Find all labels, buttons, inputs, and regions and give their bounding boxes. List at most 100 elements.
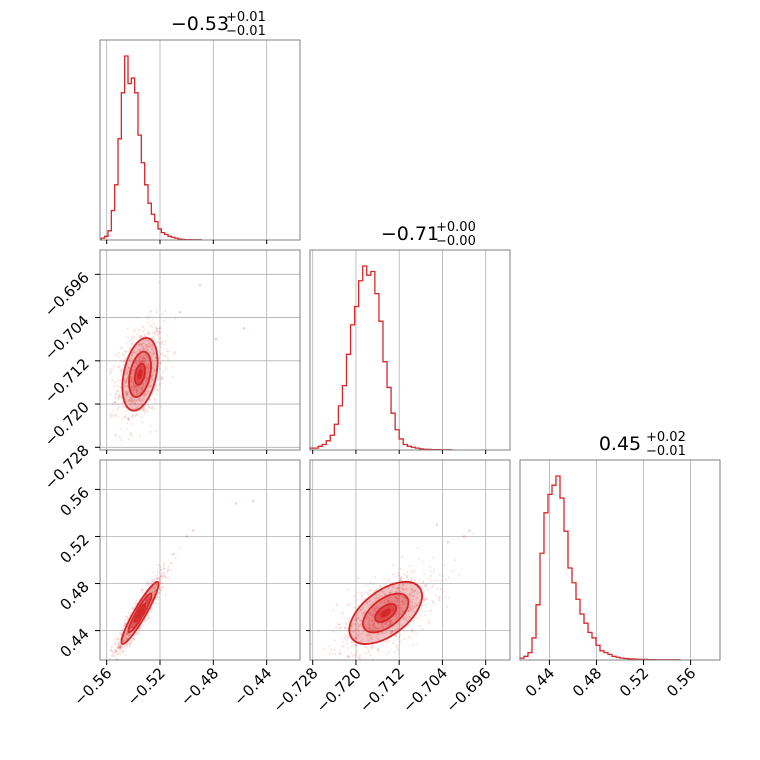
- sample-point: [138, 360, 141, 363]
- sample-point: [130, 625, 134, 628]
- sample-point: [109, 393, 112, 396]
- sample-point: [131, 624, 134, 627]
- sample-point: [379, 595, 382, 598]
- sample-point: [347, 655, 350, 658]
- sample-point: [402, 617, 405, 621]
- sample-point: [145, 409, 148, 412]
- sample-point: [409, 637, 413, 640]
- sample-point: [154, 585, 157, 588]
- sample-point: [158, 587, 161, 590]
- sample-point: [135, 407, 138, 410]
- sample-point: [335, 602, 338, 605]
- title-lower-error: −0.01: [226, 24, 266, 39]
- y-tick-label: 0.56: [56, 484, 92, 520]
- sample-point: [396, 628, 399, 631]
- sample-point: [140, 360, 143, 363]
- sample-point: [364, 623, 367, 626]
- sample-point: [125, 637, 128, 640]
- sample-point: [369, 634, 372, 637]
- sample-point: [118, 642, 121, 645]
- sample-point: [338, 622, 342, 626]
- sample-point: [146, 354, 149, 358]
- sample-point: [155, 327, 158, 331]
- sample-point: [133, 384, 136, 387]
- sample-point: [410, 587, 413, 590]
- sample-point: [372, 610, 375, 613]
- sample-point: [368, 622, 371, 625]
- sample-point: [138, 349, 142, 352]
- sample-point: [405, 576, 409, 579]
- sample-point: [142, 386, 145, 389]
- sample-point: [131, 625, 134, 628]
- sample-point: [359, 619, 362, 622]
- sample-point: [367, 612, 370, 615]
- sample-point: [125, 409, 128, 412]
- sample-point: [144, 348, 147, 351]
- sample-point: [146, 363, 149, 366]
- sample-point: [148, 343, 151, 346]
- sample-point: [144, 392, 147, 395]
- sample-point: [398, 594, 402, 597]
- sample-point: [394, 634, 398, 637]
- sample-point: [130, 388, 134, 391]
- sample-point: [136, 410, 139, 414]
- sample-point: [140, 387, 144, 390]
- sample-point: [362, 598, 365, 601]
- sample-point: [137, 335, 140, 339]
- sample-point: [114, 393, 117, 396]
- sample-point: [398, 598, 401, 601]
- sample-point: [152, 591, 155, 594]
- sample-point: [131, 370, 134, 374]
- sample-point: [358, 636, 361, 639]
- sample-point: [147, 344, 150, 348]
- sample-point: [400, 601, 404, 604]
- sample-point: [395, 646, 398, 649]
- sample-point: [412, 589, 416, 592]
- sample-point: [126, 393, 129, 396]
- sample-point: [113, 639, 116, 642]
- sample-point: [139, 396, 142, 399]
- sample-point: [408, 593, 411, 596]
- sample-point: [361, 638, 364, 641]
- sample-point: [402, 587, 405, 591]
- sample-point: [410, 578, 413, 581]
- sample-point: [124, 381, 127, 384]
- sample-point: [113, 384, 116, 387]
- sample-point: [145, 601, 148, 604]
- sample-point: [397, 574, 400, 577]
- sample-point: [153, 585, 156, 588]
- sample-point: [214, 337, 218, 341]
- sample-point: [118, 406, 121, 409]
- sample-point: [383, 583, 386, 586]
- sample-point: [146, 619, 149, 622]
- sample-point: [396, 610, 399, 613]
- sample-point: [402, 602, 405, 605]
- sample-point: [374, 629, 377, 632]
- sample-point: [138, 397, 141, 401]
- sample-point: [126, 336, 129, 339]
- sample-point: [123, 384, 127, 388]
- sample-point: [155, 583, 158, 586]
- sample-point: [424, 584, 427, 587]
- sample-point: [135, 385, 138, 388]
- sample-point: [369, 581, 372, 584]
- sample-point: [127, 617, 130, 620]
- sample-point: [114, 641, 117, 644]
- sample-point: [173, 352, 176, 356]
- sample-point: [371, 619, 374, 622]
- sample-point: [130, 406, 134, 409]
- sample-point: [137, 398, 140, 402]
- sample-point: [152, 362, 156, 365]
- sample-point: [153, 579, 156, 582]
- sample-point: [139, 334, 143, 337]
- sample-point: [408, 616, 411, 619]
- sample-point: [427, 577, 430, 580]
- sample-point: [335, 626, 338, 629]
- sample-point: [414, 589, 417, 592]
- sample-point: [164, 576, 167, 579]
- sample-point: [131, 639, 134, 642]
- sample-point: [397, 587, 400, 590]
- sample-point: [147, 357, 150, 360]
- sample-point: [401, 610, 404, 613]
- sample-point: [138, 398, 141, 401]
